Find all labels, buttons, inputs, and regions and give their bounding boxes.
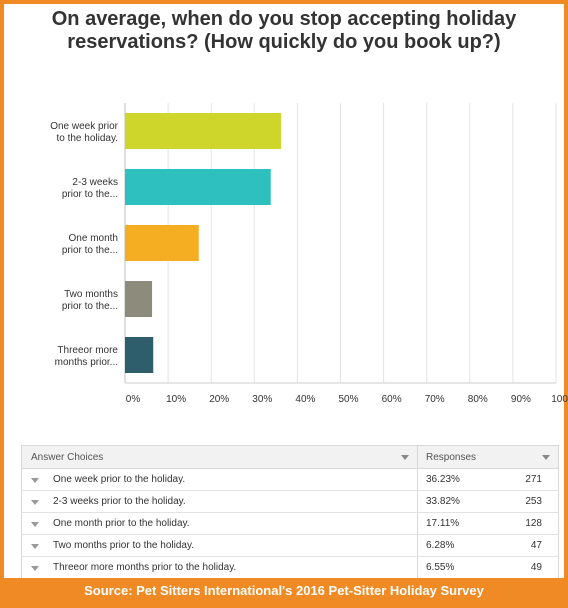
table-header: Answer Choices Responses	[21, 446, 559, 469]
table-row[interactable]: 2-3 weeks prior to the holiday. 33.82% 253	[21, 491, 559, 513]
x-tick-label: 40%	[295, 394, 315, 405]
response-table: Answer Choices Responses One week prior …	[21, 445, 559, 579]
response-count: 47	[530, 540, 542, 551]
x-tick-label: 80%	[468, 394, 488, 405]
bars	[125, 113, 282, 373]
category-label: prior to the...	[62, 189, 118, 200]
answer-choice-cell: 2-3 weeks prior to the holiday.	[22, 491, 418, 512]
expand-arrow-icon[interactable]	[31, 522, 39, 527]
response-percent: 33.82%	[426, 496, 460, 507]
sort-arrow-icon[interactable]	[401, 455, 409, 460]
answer-choice-label: One week prior to the holiday.	[53, 474, 186, 485]
bar	[125, 113, 282, 149]
expand-arrow-icon[interactable]	[31, 500, 39, 505]
response-percent: 17.11%	[426, 518, 460, 529]
answer-choice-cell: Two months prior to the holiday.	[22, 535, 418, 556]
chart-title: On average, when do you stop accepting h…	[51, 8, 517, 53]
response-percent: 6.28%	[426, 540, 455, 551]
bar	[125, 337, 154, 373]
bar	[125, 281, 153, 317]
answer-choices-header-label: Answer Choices	[31, 452, 104, 463]
category-label: Threeor more	[57, 345, 118, 356]
x-tick-label: 0%	[126, 394, 141, 405]
category-label: One month	[69, 233, 118, 244]
response-count: 253	[525, 496, 542, 507]
response-percent: 6.55%	[426, 562, 455, 573]
category-label: to the holiday.	[56, 133, 118, 144]
response-percent: 36.23%	[426, 474, 460, 485]
x-tick-label: 10%	[166, 394, 186, 405]
bar	[125, 169, 271, 205]
expand-arrow-icon[interactable]	[31, 478, 39, 483]
answer-choice-label: Threeor more months prior to the holiday…	[53, 562, 237, 573]
bar	[125, 225, 199, 261]
responses-header-label: Responses	[426, 452, 477, 463]
source-footer: Source: Pet Sitters International's 2016…	[4, 578, 564, 604]
table-row[interactable]: Threeor more months prior to the holiday…	[21, 557, 559, 579]
x-axis-ticks: 0% 10% 20% 30% 40% 50% 60% 70% 80% 90% 100%	[126, 394, 568, 405]
answer-choice-cell: One week prior to the holiday.	[22, 469, 418, 490]
answer-choice-label: Two months prior to the holiday.	[53, 540, 194, 551]
answer-choice-label: 2-3 weeks prior to the holiday.	[53, 496, 186, 507]
category-label: months prior...	[55, 357, 118, 368]
sort-arrow-icon[interactable]	[542, 455, 550, 460]
answer-choice-label: One month prior to the holiday.	[53, 518, 190, 529]
expand-arrow-icon[interactable]	[31, 566, 39, 571]
x-tick-label: 70%	[425, 394, 445, 405]
grid-lines	[124, 103, 557, 384]
responses-header[interactable]: Responses	[418, 446, 558, 468]
x-tick-label: 50%	[338, 394, 358, 405]
response-count: 49	[530, 562, 542, 573]
x-tick-label: 60%	[382, 394, 402, 405]
response-count: 128	[525, 518, 542, 529]
answer-choice-cell: One month prior to the holiday.	[22, 513, 418, 534]
x-tick-label: 20%	[209, 394, 229, 405]
table-body: One week prior to the holiday. 36.23% 271 2…	[21, 469, 559, 579]
table-row[interactable]: One week prior to the holiday. 36.23% 271	[21, 469, 559, 491]
category-label: prior to the...	[62, 301, 118, 312]
x-tick-label: 100%	[551, 394, 568, 405]
table-row[interactable]: One month prior to the holiday. 17.11% 128	[21, 513, 559, 535]
category-label: One week prior	[50, 121, 118, 132]
x-tick-label: 90%	[511, 394, 531, 405]
answer-choice-cell: Threeor more months prior to the holiday…	[22, 557, 418, 578]
x-tick-label: 30%	[252, 394, 272, 405]
table-row[interactable]: Two months prior to the holiday. 6.28% 47	[21, 535, 559, 557]
response-count: 271	[525, 474, 542, 485]
answer-choices-header[interactable]: Answer Choices	[22, 446, 418, 468]
category-label: prior to the...	[62, 245, 118, 256]
category-label: 2-3 weeks	[72, 177, 118, 188]
expand-arrow-icon[interactable]	[31, 544, 39, 549]
category-label: Two months	[64, 289, 118, 300]
